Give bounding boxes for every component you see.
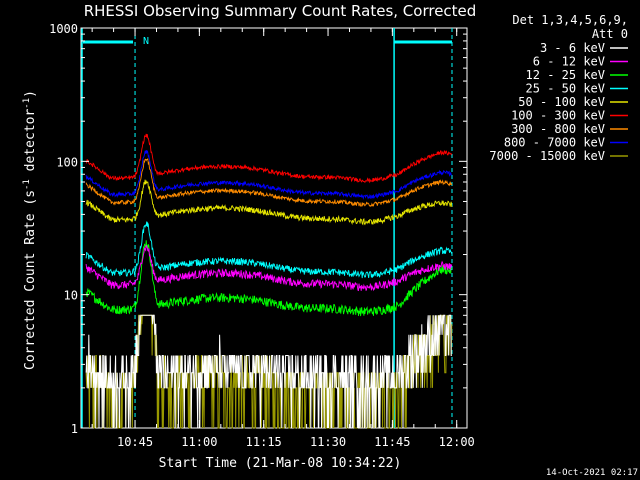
x-axis-label: Start Time (21-Mar-08 10:34:22) <box>159 456 402 471</box>
series-path <box>85 221 453 279</box>
series-line <box>85 133 453 184</box>
legend-label: 7000 - 15000 keV <box>489 149 605 163</box>
series-line <box>85 240 453 317</box>
series-line <box>85 179 453 226</box>
night-marker-label: N <box>143 36 149 47</box>
legend-header-attenuator: Att 0 <box>592 27 628 41</box>
series-path <box>85 244 453 292</box>
y-tick-label: 1 <box>71 422 78 436</box>
x-tick-label: 11:45 <box>374 435 410 449</box>
legend-label: 25 - 50 keV <box>526 82 605 96</box>
legend-label: 100 - 300 keV <box>511 109 605 123</box>
y-tick-label: 100 <box>56 155 78 169</box>
series-path <box>85 179 453 226</box>
series-lines: N <box>81 28 453 429</box>
legend-header-detectors: Det 1,3,4,5,6,9, <box>512 13 628 27</box>
series-line <box>85 244 453 292</box>
x-tick-label: 11:30 <box>310 435 346 449</box>
series-path <box>85 133 453 184</box>
chart-title: RHESSI Observing Summary Count Rates, Co… <box>84 2 477 20</box>
legend-label: 3 - 6 keV <box>540 41 605 55</box>
axes: 1 10 100 1000 10:45 11:00 11:15 11:30 11:45 12:00 <box>49 22 475 449</box>
series-path <box>85 240 453 317</box>
legend-label: 12 - 25 keV <box>526 68 605 82</box>
x-tick-label: 11:00 <box>181 435 217 449</box>
x-tick-label: 12:00 <box>439 435 475 449</box>
series-line <box>85 221 453 279</box>
x-tick-label: 11:15 <box>246 435 282 449</box>
series-path <box>85 150 452 200</box>
legend-label: 800 - 7000 keV <box>504 136 605 150</box>
legend-label: 300 - 800 keV <box>511 122 605 136</box>
series-path <box>85 157 453 207</box>
legend-label: 6 - 12 keV <box>533 55 605 69</box>
generation-timestamp: 14-Oct-2021 02:17 <box>546 468 638 478</box>
x-tick-label: 10:45 <box>117 435 153 449</box>
y-tick-label: 1000 <box>49 22 78 36</box>
series-line <box>85 314 452 429</box>
series-path <box>85 314 452 429</box>
series-line <box>85 157 453 207</box>
legend-label: 50 - 100 keV <box>518 95 605 109</box>
y-axis-label: Corrected Count Rate (s-1 detector-1) <box>22 90 38 370</box>
series-line <box>85 150 452 200</box>
y-tick-label: 10 <box>64 289 78 303</box>
